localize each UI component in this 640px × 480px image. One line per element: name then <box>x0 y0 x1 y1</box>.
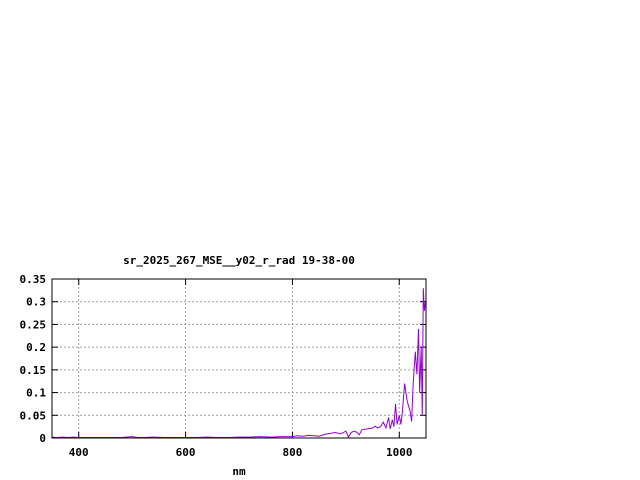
y-tick-label: 0.35 <box>20 273 47 286</box>
x-tick-label: 800 <box>282 446 302 459</box>
y-tick-label: 0.25 <box>20 318 47 331</box>
y-tick-label: 0.05 <box>20 409 47 422</box>
chart-title: sr_2025_267_MSE__y02_r_rad 19-38-00 <box>123 254 355 267</box>
x-axis-label: nm <box>232 465 246 478</box>
y-tick-label: 0.1 <box>26 387 46 400</box>
x-tick-label: 600 <box>176 446 196 459</box>
y-tick-label: 0.2 <box>26 341 46 354</box>
x-tick-label: 400 <box>69 446 89 459</box>
y-tick-label: 0 <box>39 432 46 445</box>
y-tick-label: 0.15 <box>20 364 47 377</box>
y-tick-label: 0.3 <box>26 296 46 309</box>
x-tick-label: 1000 <box>386 446 413 459</box>
plot-border <box>51 278 427 439</box>
